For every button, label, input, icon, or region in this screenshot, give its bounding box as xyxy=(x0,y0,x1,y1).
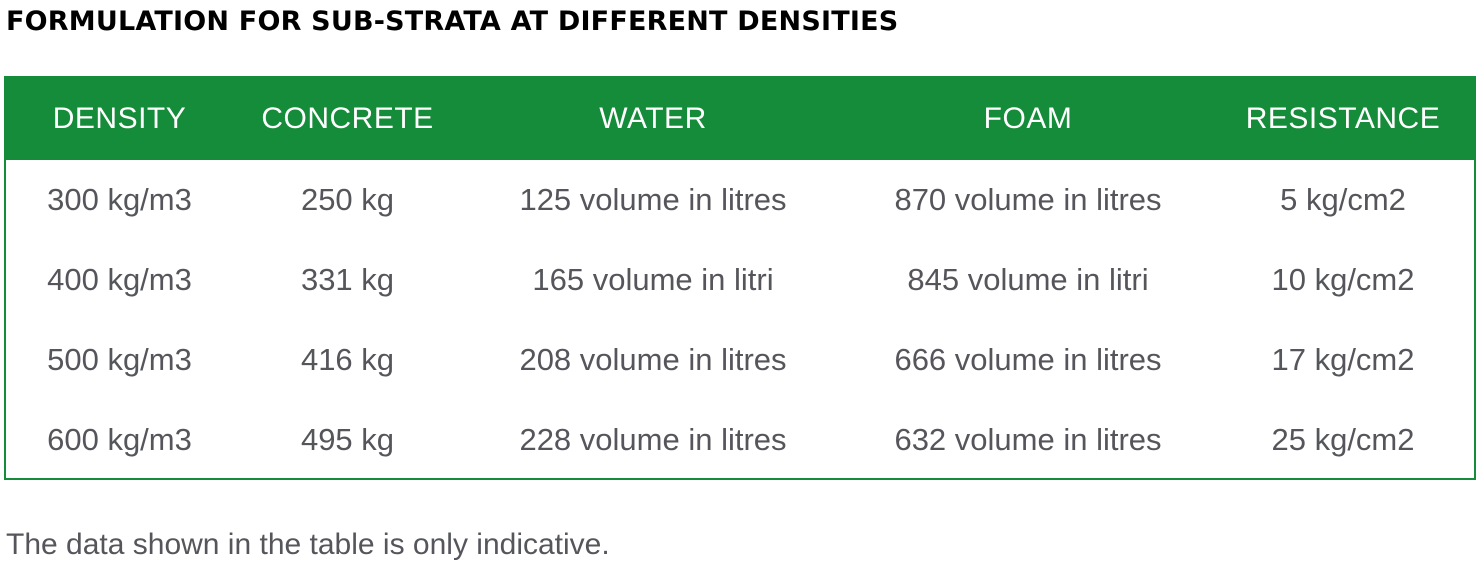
formulation-table-container: DENSITY CONCRETE WATER FOAM RESISTANCE 3… xyxy=(4,76,1476,480)
table-header: DENSITY CONCRETE WATER FOAM RESISTANCE xyxy=(6,78,1474,160)
disclaimer-note: The data shown in the table is only indi… xyxy=(6,528,610,561)
table-row: 400 kg/m3 331 kg 165 volume in litri 845… xyxy=(6,240,1474,320)
header-resistance: RESISTANCE xyxy=(1245,102,1441,135)
table-body: 300 kg/m3 250 kg 125 volume in litres 87… xyxy=(6,160,1474,480)
cell-resistance: 10 kg/cm2 xyxy=(1271,262,1415,297)
cell-density: 600 kg/m3 xyxy=(47,422,192,457)
cell-density: 300 kg/m3 xyxy=(47,182,192,217)
cell-density: 400 kg/m3 xyxy=(47,262,192,297)
table-row: 300 kg/m3 250 kg 125 volume in litres 87… xyxy=(6,160,1474,240)
table-row: 600 kg/m3 495 kg 228 volume in litres 63… xyxy=(6,400,1474,480)
cell-resistance: 25 kg/cm2 xyxy=(1271,422,1415,457)
formulation-table: DENSITY CONCRETE WATER FOAM RESISTANCE 3… xyxy=(6,78,1474,480)
header-row: DENSITY CONCRETE WATER FOAM RESISTANCE xyxy=(6,78,1474,160)
cell-resistance: 5 kg/cm2 xyxy=(1280,182,1406,217)
header-concrete: CONCRETE xyxy=(261,102,434,135)
header-foam: FOAM xyxy=(983,102,1073,135)
cell-foam: 845 volume in litri xyxy=(907,262,1149,297)
cell-concrete: 331 kg xyxy=(300,262,395,297)
cell-water: 125 volume in litres xyxy=(519,182,787,217)
cell-resistance: 17 kg/cm2 xyxy=(1271,342,1415,377)
table-row: 500 kg/m3 416 kg 208 volume in litres 66… xyxy=(6,320,1474,400)
page-title: FORMULATION FOR SUB-STRATA AT DIFFERENT … xyxy=(6,6,899,37)
cell-foam: 666 volume in litres xyxy=(894,342,1162,377)
cell-density: 500 kg/m3 xyxy=(47,342,192,377)
cell-concrete: 250 kg xyxy=(300,182,395,217)
header-water: WATER xyxy=(599,102,707,135)
cell-foam: 632 volume in litres xyxy=(894,422,1162,457)
cell-concrete: 495 kg xyxy=(300,422,395,457)
header-density: DENSITY xyxy=(52,102,187,135)
cell-water: 165 volume in litri xyxy=(532,262,774,297)
cell-concrete: 416 kg xyxy=(300,342,395,377)
cell-foam: 870 volume in litres xyxy=(894,182,1162,217)
cell-water: 208 volume in litres xyxy=(519,342,787,377)
cell-water: 228 volume in litres xyxy=(519,422,787,457)
